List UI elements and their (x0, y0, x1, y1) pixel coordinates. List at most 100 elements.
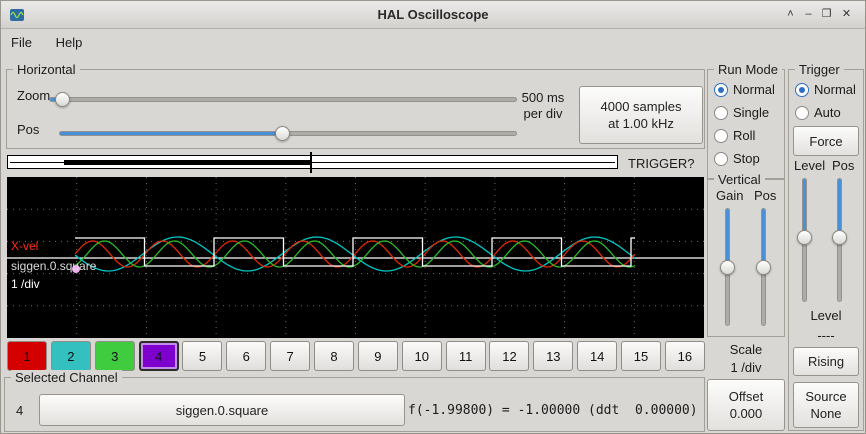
vertical-gain-slider[interactable] (720, 208, 736, 326)
offset-button-label: Offset (728, 389, 764, 404)
radio-indicator (795, 82, 809, 97)
vertical-gain-knob[interactable] (720, 260, 735, 276)
radio-normal[interactable]: Normal (714, 78, 782, 101)
scope-display: X-vel siggen.0.square 1 /div (7, 177, 704, 338)
minimize-button[interactable]: – (805, 8, 812, 20)
vertical-group: Vertical Gain Pos (707, 172, 785, 337)
channel-button-8[interactable]: 8 (314, 341, 355, 371)
offset-button-value: 0.000 (729, 406, 763, 421)
radio-label: Normal (814, 82, 856, 97)
channel-button-12[interactable]: 12 (489, 341, 530, 371)
trigger-bar-marker[interactable] (310, 152, 312, 173)
radio-auto[interactable]: Auto (795, 101, 861, 124)
radio-indicator (795, 105, 809, 120)
radio-indicator (714, 82, 728, 97)
radio-label: Auto (814, 105, 841, 120)
vertical-scale-label: Scale (729, 342, 763, 357)
selected-channel-name: siggen.0.square (175, 402, 269, 418)
radio-label: Normal (733, 82, 775, 97)
channel-button-13[interactable]: 13 (533, 341, 574, 371)
selected-channel-name-button[interactable]: siggen.0.square (39, 394, 405, 426)
trigger-level-knob[interactable] (797, 229, 812, 245)
radio-label: Single (733, 105, 770, 120)
trigger-mode-options: Normal Auto (795, 78, 861, 124)
trigger-pos-label: Pos (832, 158, 855, 173)
title-bar: HAL Oscilloscope ˄ – ❐ ✕ (1, 1, 865, 29)
selected-channel-group-label: Selected Channel (11, 370, 122, 385)
trigger-edge-label: Rising (807, 354, 845, 369)
vertical-pos-slider[interactable] (756, 208, 772, 326)
vertical-scale-value: 1 /div (730, 360, 762, 375)
radio-indicator (714, 151, 728, 166)
menu-bar: File Help (1, 30, 865, 57)
app-icon (10, 9, 24, 21)
scope-svg (7, 177, 704, 338)
menu-file[interactable]: File (11, 35, 32, 50)
vertical-gain-label: Gain (716, 188, 744, 203)
trigger-edge-button[interactable]: Rising (793, 347, 859, 376)
scope-label: siggen.0.square (11, 259, 97, 273)
scope-label: X-vel (11, 239, 39, 253)
run-mode-options: Normal Single Roll Stop (714, 78, 782, 170)
channel-button-2[interactable]: 2 (50, 341, 91, 371)
hpos-slider-knob[interactable] (275, 126, 291, 141)
samples-line1: 4000 samples (600, 99, 682, 114)
selected-channel-readout: f(-1.99800) = -1.00000 (ddt 0.00000) (408, 403, 698, 418)
run-mode-group-label: Run Mode (714, 62, 782, 77)
channel-button-3[interactable]: 3 (94, 341, 135, 371)
trigger-question-label: TRIGGER? (628, 156, 695, 171)
channel-button-6[interactable]: 6 (226, 341, 267, 371)
channel-button-10[interactable]: 10 (401, 341, 442, 371)
radio-stop[interactable]: Stop (714, 147, 782, 170)
vertical-group-label: Vertical (714, 172, 765, 187)
vertical-pos-knob[interactable] (756, 260, 771, 276)
radio-roll[interactable]: Roll (714, 124, 782, 147)
timebase-line1: 500 ms (521, 90, 565, 105)
radio-single[interactable]: Single (714, 101, 782, 124)
channel-button-4[interactable]: 4 (138, 341, 179, 371)
trigger-level-readout-label: Level (810, 308, 842, 323)
offset-button[interactable]: Offset 0.000 (707, 379, 785, 431)
channel-button-7[interactable]: 7 (270, 341, 311, 371)
trigger-level-slider[interactable] (797, 178, 813, 302)
trigger-pos-knob[interactable] (832, 229, 847, 245)
selected-channel-number: 4 (16, 403, 24, 418)
trigger-source-value: None (810, 406, 842, 421)
menu-help[interactable]: Help (55, 35, 83, 50)
force-button[interactable]: Force (793, 126, 859, 156)
maximize-button[interactable]: ❐ (821, 8, 832, 20)
channel-button-11[interactable]: 11 (445, 341, 486, 371)
zoom-slider-knob[interactable] (55, 92, 71, 107)
trigger-bar-line (10, 162, 615, 163)
trigger-bar-window (64, 160, 311, 165)
channel-button-16[interactable]: 16 (664, 341, 705, 371)
samples-button[interactable]: 4000 samples at 1.00 kHz (579, 86, 703, 144)
channel-button-14[interactable]: 14 (577, 341, 618, 371)
shade-button[interactable]: ˄ (787, 8, 794, 20)
close-button[interactable]: ✕ (841, 8, 852, 20)
radio-label: Stop (733, 151, 760, 166)
window-title: HAL Oscilloscope (377, 7, 489, 22)
channel-buttons: 1 2 3 4 5 6 7 8 9 10 11 12 13 14 15 16 (7, 341, 705, 371)
channel-button-1[interactable]: 1 (7, 341, 47, 371)
trigger-position-bar (7, 152, 618, 173)
trigger-source-button[interactable]: Source None (793, 382, 859, 428)
zoom-label: Zoom (17, 88, 51, 103)
trigger-group-label: Trigger (795, 62, 844, 77)
channel-button-15[interactable]: 15 (621, 341, 662, 371)
timebase-readout: 500 ms per div (512, 90, 574, 122)
trigger-level-label: Level (794, 158, 826, 173)
force-button-label: Force (809, 133, 843, 149)
trigger-pos-slider[interactable] (832, 178, 848, 302)
vertical-pos-label: Pos (754, 188, 777, 203)
radio-normal[interactable]: Normal (795, 78, 861, 101)
zoom-slider[interactable] (49, 92, 517, 108)
hpos-slider[interactable] (59, 126, 517, 142)
radio-indicator (714, 105, 728, 120)
channel-button-5[interactable]: 5 (182, 341, 223, 371)
channel-button-9[interactable]: 9 (357, 341, 398, 371)
samples-line2: at 1.00 kHz (608, 116, 674, 131)
radio-indicator (714, 128, 728, 143)
selected-channel-group: Selected Channel 4 siggen.0.square f(-1.… (4, 370, 705, 432)
